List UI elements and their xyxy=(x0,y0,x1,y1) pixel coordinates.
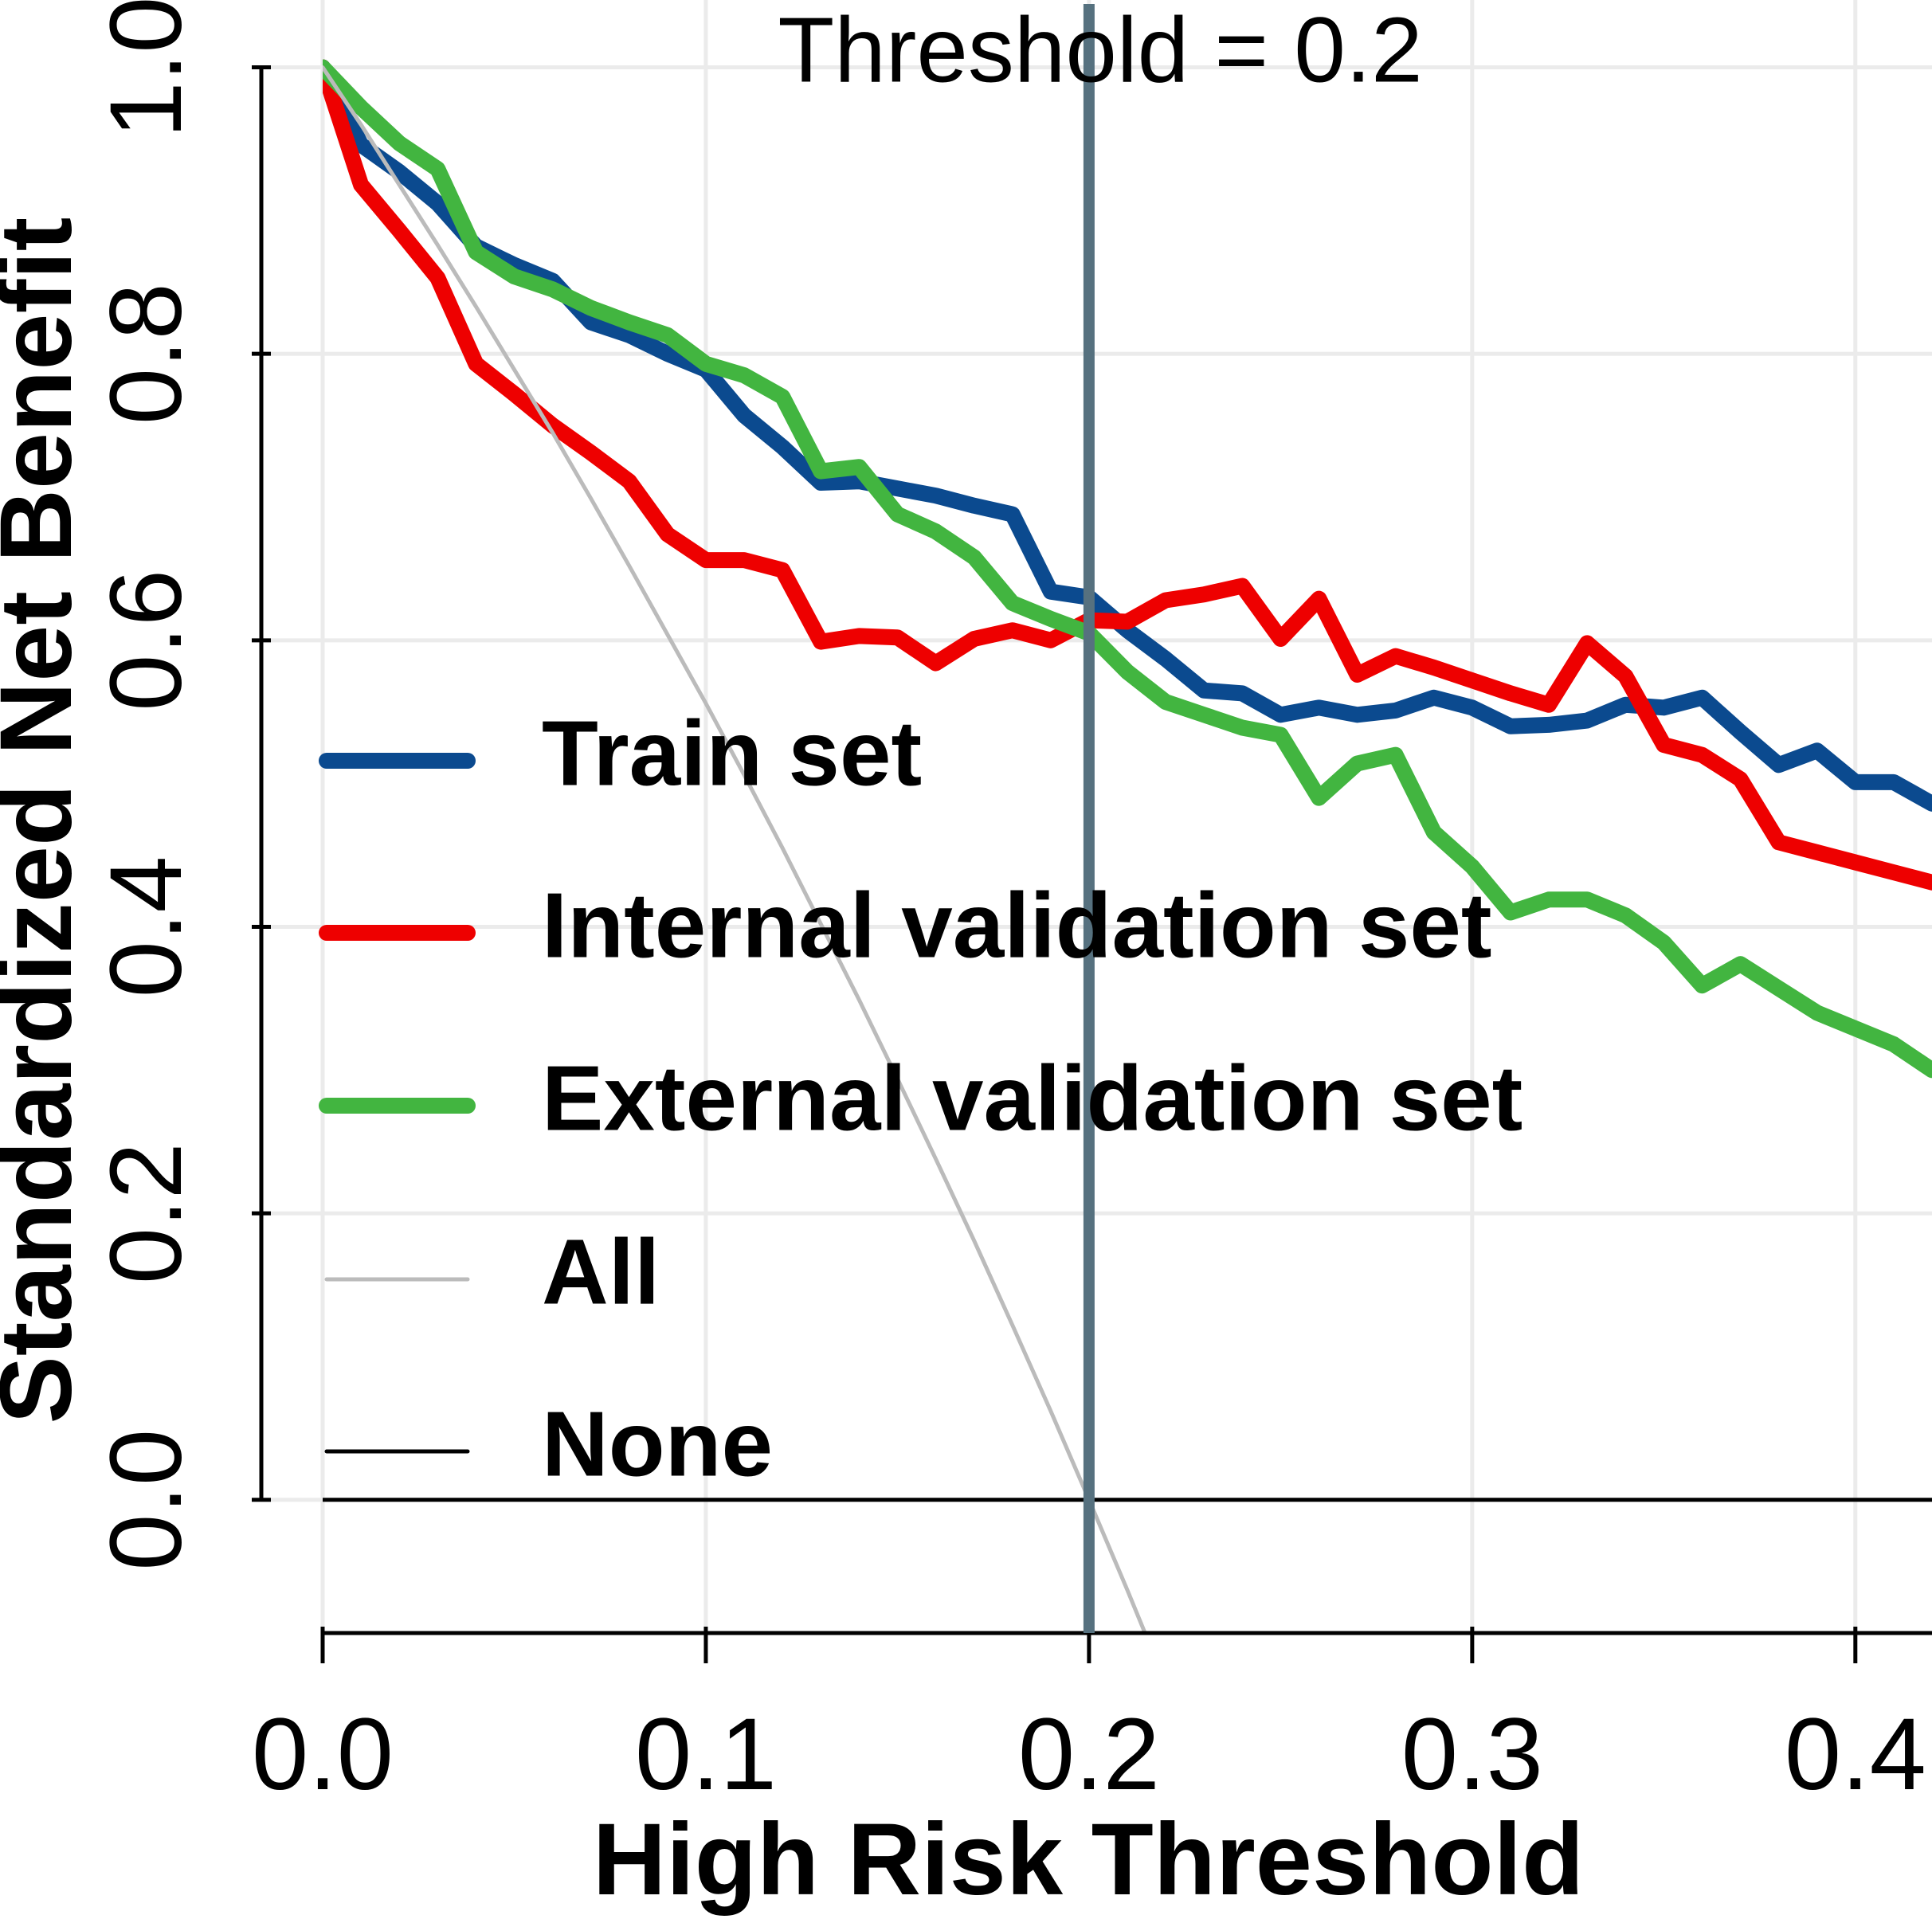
series-line xyxy=(323,59,1932,1079)
y-tick-label: 0.2 xyxy=(89,1142,203,1284)
legend-label: All xyxy=(542,1220,660,1324)
series-line xyxy=(323,59,1932,891)
series-line xyxy=(323,59,1932,812)
plot-area xyxy=(323,59,1932,1633)
legend-label: Train set xyxy=(542,702,922,805)
legend-label: Internal validation set xyxy=(542,874,1492,977)
y-tick-label: 0.6 xyxy=(89,570,203,711)
legend-label: None xyxy=(542,1392,773,1496)
series-line xyxy=(323,65,1147,1633)
x-tick-label: 0.2 xyxy=(1018,1698,1160,1811)
legend-label: External validation set xyxy=(542,1047,1522,1150)
annotation: Threshold = 0.2 xyxy=(778,0,1422,102)
x-tick-label: 0.0 xyxy=(252,1698,394,1811)
y-tick-label: 0.4 xyxy=(89,856,203,997)
x-tick-label: 0.1 xyxy=(635,1698,777,1811)
y-axis-title: Standardized Net Benefit xyxy=(0,217,93,1424)
axes: 0.0 0.2 0.4 0.6 0.8 1.0 0.0 0.1 0.2 0.3 0.4 xyxy=(89,0,1932,1811)
legend: Train set Internal validation set External… xyxy=(319,702,1522,1496)
x-axis-title: High Risk Threshold xyxy=(593,1803,1585,1917)
y-tick-label: 0.0 xyxy=(89,1429,203,1571)
grid xyxy=(261,0,1932,1633)
x-tick-label: 0.3 xyxy=(1401,1698,1543,1811)
y-tick-label: 1.0 xyxy=(89,0,203,138)
x-tick-label: 0.4 xyxy=(1785,1698,1926,1811)
y-tick-label: 0.8 xyxy=(89,283,203,425)
